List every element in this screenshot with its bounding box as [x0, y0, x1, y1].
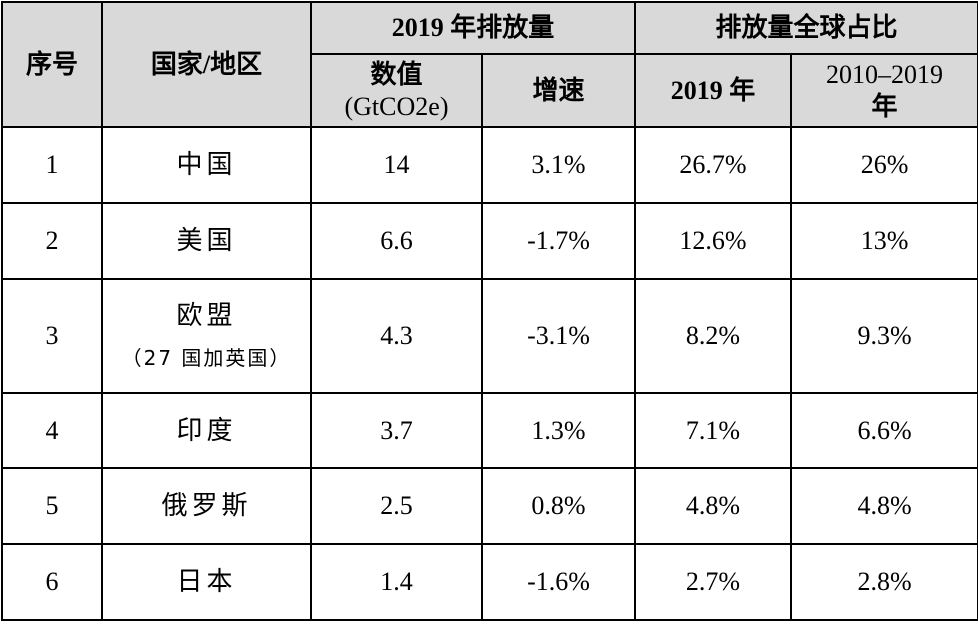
header-global-share: 排放量全球占比: [634, 1, 978, 55]
header-growth: 增速: [480, 53, 637, 128]
cell-region: 欧盟 （27 国加英国）: [101, 278, 312, 394]
cell-growth: -1.7%: [480, 202, 637, 280]
cell-index: 3: [1, 278, 103, 394]
cell-share-decade: 6.6%: [790, 392, 978, 469]
cell-index: 5: [1, 467, 103, 545]
cell-growth: -1.6%: [480, 543, 637, 621]
cell-value: 14: [310, 126, 483, 204]
cell-share-2019: 7.1%: [634, 392, 793, 469]
cell-share-2019: 26.7%: [634, 126, 793, 204]
emissions-table: 序号 国家/地区 2019 年排放量 排放量全球占比 数值 (GtCO2e) 增…: [1, 1, 978, 621]
table-header: 序号 国家/地区 2019 年排放量 排放量全球占比 数值 (GtCO2e) 增…: [1, 1, 978, 128]
table-row: 3 欧盟 （27 国加英国） 4.3 -3.1% 8.2% 9.3%: [1, 278, 978, 394]
cell-share-decade: 13%: [790, 202, 978, 280]
table-row: 1 中国 14 3.1% 26.7% 26%: [1, 126, 978, 204]
header-share-decade: 2010–2019 年: [790, 53, 978, 128]
cell-index: 4: [1, 392, 103, 469]
cell-share-decade: 4.8%: [790, 467, 978, 545]
header-emissions-2019: 2019 年排放量: [309, 1, 637, 55]
cell-value: 4.3: [310, 278, 483, 394]
cell-index: 1: [1, 126, 103, 204]
header-value-label: 数值: [370, 59, 423, 89]
cell-region-name: 欧盟: [176, 301, 237, 331]
header-share-2019: 2019 年: [634, 53, 793, 128]
cell-share-2019: 4.8%: [634, 467, 793, 545]
header-row-sub: 数值 (GtCO2e) 增速 2019 年 2010–2019 年: [2, 53, 978, 128]
cell-region: 日本: [101, 543, 312, 621]
table-row: 2 美国 6.6 -1.7% 12.6% 13%: [1, 202, 978, 280]
cell-share-2019: 2.7%: [634, 543, 793, 621]
cell-share-2019: 12.6%: [634, 202, 793, 280]
header-index: 序号: [1, 1, 103, 128]
cell-index: 6: [1, 543, 103, 621]
cell-region: 中国: [101, 126, 312, 204]
header-value-unit: (GtCO2e): [344, 91, 449, 121]
cell-region-note: （27 国加英国）: [121, 346, 292, 370]
cell-growth: 1.3%: [480, 392, 637, 469]
cell-value: 3.7: [310, 392, 483, 469]
table-row: 5 俄罗斯 2.5 0.8% 4.8% 4.8%: [1, 467, 978, 545]
cell-growth: -3.1%: [480, 278, 637, 394]
header-row-top: 序号 国家/地区 2019 年排放量 排放量全球占比: [1, 1, 978, 128]
cell-region: 印度: [101, 392, 312, 469]
table-body: 1 中国 14 3.1% 26.7% 26% 2 美国 6.6 -1.7% 12…: [1, 126, 978, 621]
cell-growth: 3.1%: [480, 126, 637, 204]
cell-region: 俄罗斯: [101, 467, 312, 545]
cell-share-2019: 8.2%: [634, 278, 793, 394]
cell-share-decade: 2.8%: [790, 543, 978, 621]
header-value: 数值 (GtCO2e): [310, 53, 483, 128]
cell-share-decade: 26%: [790, 126, 978, 204]
cell-index: 2: [1, 202, 103, 280]
table-row: 4 印度 3.7 1.3% 7.1% 6.6%: [1, 392, 978, 469]
cell-value: 2.5: [310, 467, 483, 545]
cell-value: 6.6: [310, 202, 483, 280]
cell-value: 1.4: [310, 543, 483, 621]
cell-growth: 0.8%: [480, 467, 637, 545]
cell-region: 美国: [101, 202, 312, 280]
table-row: 6 日本 1.4 -1.6% 2.7% 2.8%: [1, 543, 978, 621]
header-share-decade-years: 2010–2019: [826, 59, 944, 89]
header-share-decade-suffix: 年: [871, 91, 898, 121]
header-region: 国家/地区: [101, 1, 312, 128]
cell-share-decade: 9.3%: [790, 278, 978, 394]
